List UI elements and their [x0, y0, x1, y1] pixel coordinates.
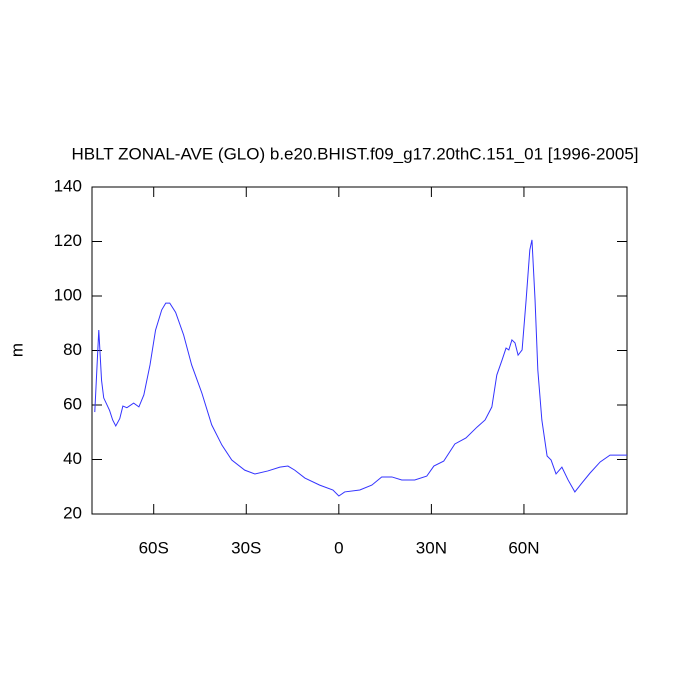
x-tick-label: 0: [334, 538, 343, 557]
x-tick-label: 30N: [416, 538, 447, 557]
plot-frame: [91, 186, 628, 515]
y-tick-label: 80: [63, 340, 82, 359]
y-axis-label: m: [7, 343, 26, 357]
x-tick-label: 30S: [231, 538, 261, 557]
y-tick-label: 40: [63, 449, 82, 468]
x-tick-label: 60S: [139, 538, 169, 557]
y-tick-label: 100: [54, 285, 82, 304]
y-tick-label: 20: [63, 503, 82, 522]
chart-title: HBLT ZONAL-AVE (GLO) b.e20.BHIST.f09_g17…: [72, 144, 639, 163]
y-tick-label: 120: [54, 231, 82, 250]
data-line: [94, 239, 627, 497]
y-tick-label: 60: [63, 394, 82, 413]
y-tick-label: 140: [54, 176, 82, 195]
x-tick-label: 60N: [508, 538, 539, 557]
